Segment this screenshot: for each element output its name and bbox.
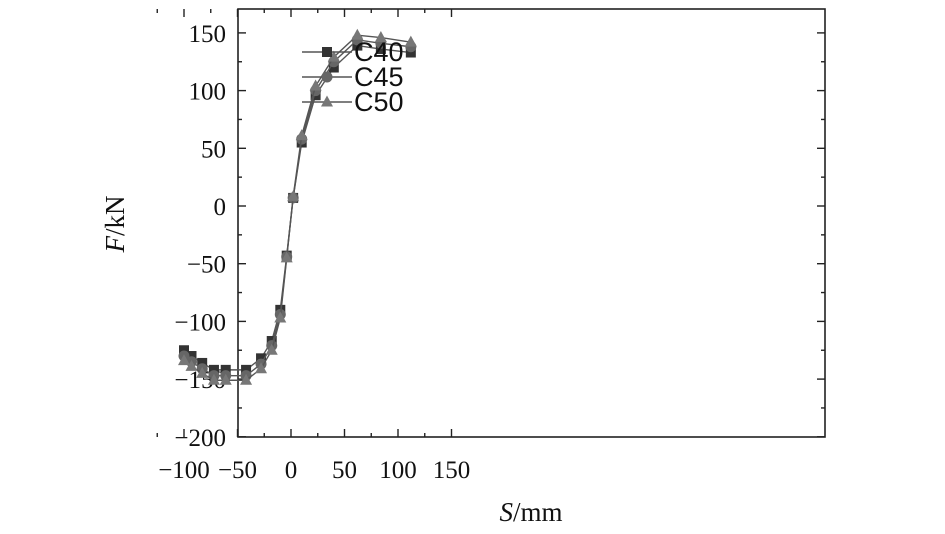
y-tick-label: 100 (189, 79, 227, 106)
x-axis-label: S/mm (499, 497, 562, 527)
data-point-c40 (328, 62, 339, 73)
data-point-c50 (351, 28, 364, 40)
y-tick-label: −200 (174, 425, 226, 452)
data-point-c50 (404, 35, 417, 47)
data-point-c50 (265, 343, 278, 355)
legend-item-c45: C45 (302, 62, 404, 92)
data-point-c50 (185, 359, 198, 371)
x-tick-label: −100 (158, 457, 210, 484)
data-point-c50 (287, 190, 300, 202)
data-point-c50 (255, 362, 268, 374)
data-point-c40 (352, 40, 363, 51)
x-tick-labels: −100 −50 0 50 100 150 (158, 457, 470, 484)
data-point-c50 (196, 366, 209, 378)
legend-marker-c40 (322, 47, 332, 57)
data-point-c40 (186, 351, 197, 362)
x-tick-label: −50 (218, 457, 257, 484)
x-tick-label: 100 (379, 457, 417, 484)
data-point-c50 (240, 373, 253, 385)
data-point-c40 (241, 364, 252, 375)
data-point-c40 (179, 345, 189, 356)
data-point-c50 (280, 251, 293, 263)
data-point-c50 (295, 129, 308, 141)
y-axis-label: F/kN (100, 196, 130, 254)
data-point-c50 (374, 31, 387, 43)
x-tick-label: 150 (433, 457, 471, 484)
x-axis-var: S (499, 497, 513, 527)
series-c50 (178, 28, 417, 385)
data-point-c50 (219, 373, 232, 385)
legend-marker-c50 (321, 95, 333, 107)
data-point-c40 (375, 44, 386, 55)
legend-label: C50 (354, 87, 404, 117)
legend-label: C40 (354, 37, 404, 67)
y-tick-label: 150 (189, 21, 227, 48)
plot-frame (237, 8, 826, 438)
x-axis-unit: /mm (513, 497, 563, 527)
x-tick-label: 50 (332, 457, 357, 484)
y-tick-label: −100 (174, 309, 226, 336)
legend-item-c40: C40 (302, 37, 404, 67)
x-tick-label: 0 (285, 457, 298, 484)
y-tick-label: 0 (214, 194, 227, 221)
series-layer (178, 28, 417, 385)
data-point-c50 (178, 354, 190, 366)
legend-marker-c45 (321, 71, 333, 83)
data-point-c50 (274, 311, 287, 323)
data-point-c50 (207, 373, 220, 385)
data-point-c40 (197, 357, 208, 368)
data-point-c50 (327, 50, 340, 62)
y-tick-label: −50 (187, 252, 226, 279)
legend-label: C45 (354, 62, 404, 92)
y-tick-label: 50 (201, 136, 226, 163)
data-point-c40 (256, 353, 267, 364)
legend-item-c50: C50 (302, 87, 404, 117)
y-axis-unit: /kN (100, 196, 130, 237)
axis-ticks (156, 9, 825, 438)
data-point-c40 (208, 364, 219, 375)
data-point-c40 (405, 47, 416, 58)
y-axis-var: F (100, 236, 130, 254)
data-point-c50 (309, 79, 322, 91)
data-point-c40 (220, 364, 231, 375)
